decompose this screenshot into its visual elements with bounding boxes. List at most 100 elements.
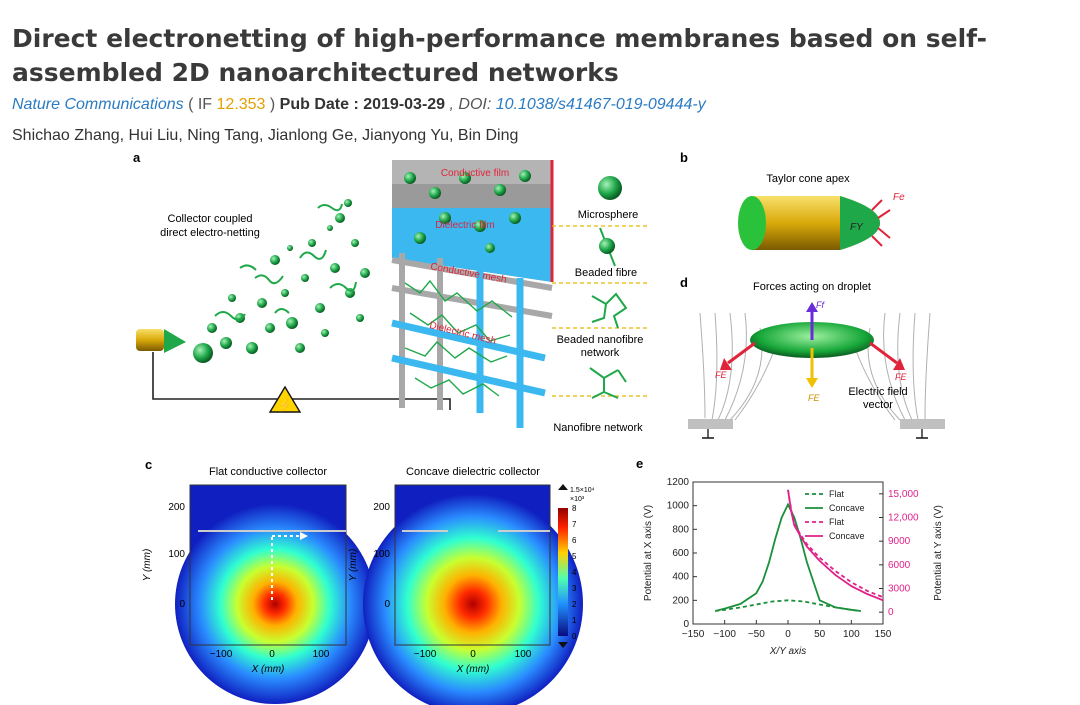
nozzle-icon [136,329,186,353]
fy-label-b: FY [850,222,864,233]
x-tick-label: 100 [843,629,860,640]
legend-beaded-fibre: Beaded fibre [575,267,637,279]
heatmap-left-title: Flat conductive collector [209,466,327,478]
y-left-tick-label: 600 [672,548,689,559]
spray-particles [193,199,370,363]
layer-conductive-film: Conductive film [441,168,509,179]
beaded-fibre-icon [599,227,616,267]
fe-left-label: FE [715,370,727,380]
ff-label: Ff [816,300,825,310]
hm-r-ytick-200: 200 [373,502,390,513]
legend-entry-0: Flat [829,489,845,499]
chart-e-ylabel-right: Potential at Y axis (V) [933,505,944,601]
field-label-2: vector [863,399,893,411]
journal-link[interactable]: Nature Communications [12,96,184,113]
y-left-tick-label: 800 [672,524,689,535]
electrode-right [900,419,945,429]
hm-r-ytick-0: 0 [384,599,390,610]
hm-r-xtick-m100: −100 [414,649,437,660]
cbar-tick-7: 7 [572,520,577,529]
legend-connectors [552,225,650,397]
fe-right-arrow [869,341,898,365]
cbar-tick-6: 6 [572,536,577,545]
colorbar [558,508,568,636]
hm-l-ytick-200: 200 [168,502,185,513]
heatmap-right-xlabel: X (mm) [456,664,490,675]
x-tick-label: −100 [713,629,736,640]
if-close: ) [265,96,280,113]
layer-dielectric-film: Dielectric film [435,220,494,231]
hm-l-xtick-100: 100 [313,649,330,660]
circuit-wire [152,352,451,410]
cbar-tick-0: 0 [572,632,577,641]
legend-entry-3: Concave [829,531,865,541]
colorbar-top-arrow [558,484,568,490]
colorbar-bottom-arrow [558,642,568,648]
x-tick-label: 50 [814,629,826,640]
fe-left-arrow [727,341,756,365]
y-left-tick-label: 1000 [667,501,690,512]
field-label-1: Electric field [848,386,907,398]
svg-text:⚡: ⚡ [278,398,293,412]
y-left-tick-label: 400 [672,572,689,583]
paper-title: Direct electronetting of high-performanc… [12,24,987,87]
y-right-tick-label: 0 [888,607,894,618]
hm-l-xtick-0: 0 [269,649,275,660]
legend-nanofibre-network: Nanofibre network [553,422,643,434]
nanofibre-network-icon [589,367,627,399]
x-tick-label: −50 [748,629,765,640]
cbar-tick-1: 1 [572,616,577,625]
y-left-tick-label: 1200 [667,477,690,488]
y-right-tick-label: 15,000 [888,489,919,500]
collector-label-2: direct electro-netting [160,227,260,239]
taylor-cone-icon [738,196,891,250]
y-left-tick-label: 0 [683,619,689,630]
cbar-tick-5: 5 [572,552,577,561]
legend-beaded-network-2: network [581,347,620,359]
fe-right-label: FE [895,372,907,382]
x-tick-label: 0 [785,629,791,640]
forces-label: Forces acting on droplet [753,281,871,293]
high-voltage-icon: ⚡ [268,385,302,413]
panel-c-letter: c [145,457,152,472]
cbar-tick-4: 4 [572,568,577,577]
panel-b-letter: b [680,150,688,165]
chart-e-ylabel-left: Potential at X axis (V) [643,505,654,601]
hm-r-ytick-100: 100 [373,549,390,560]
series-line-2-flat-right [787,489,884,599]
cbar-tick-8: 8 [572,504,577,513]
y-right-tick-label: 3000 [888,584,911,595]
cbar-tick-2: 2 [572,600,577,609]
hm-l-ytick-0: 0 [179,599,185,610]
colorbar-ticks: 8 7 6 5 4 3 2 1 0 [572,504,577,641]
panel-a-letter: a [133,150,141,165]
taylor-cone-label: Taylor cone apex [766,173,850,185]
heatmap-right-title: Concave dielectric collector [406,466,540,478]
electrode-left [688,419,733,429]
chart-e-xlabel: X/Y axis [769,646,807,657]
doi-label: , DOI: [445,96,496,113]
legend-microsphere: Microsphere [578,209,639,221]
cbar-tick-3: 3 [572,584,577,593]
hm-r-xtick-0: 0 [470,649,476,660]
y-right-tick-label: 9000 [888,536,911,547]
legend-entry-2: Flat [829,517,845,527]
doi-link[interactable]: 10.1038/s41467-019-09444-y [495,96,706,113]
panel-d-letter: d [680,275,688,290]
collector-stack [391,160,554,428]
heatmap-left-xlabel: X (mm) [251,664,285,675]
heatmap-left [175,484,375,704]
microsphere-icon [598,176,622,200]
field-lines [699,312,931,421]
pub-date: Pub Date : 2019-03-29 [279,96,446,113]
authors: Shichao Zhang, Hui Liu, Ning Tang, Jianl… [12,127,519,144]
figure: a Collector coupled direct electro-netti… [133,150,945,705]
hm-r-xtick-100: 100 [515,649,532,660]
heatmap-right-ylabel: Y (mm) [348,549,359,582]
series-line-3-concave-right [787,489,884,602]
legend-beaded-network-1: Beaded nanofibre [557,334,644,346]
x-tick-label: −150 [682,629,705,640]
fe-label-b: Fe [893,192,905,203]
if-open: ( IF [183,96,217,113]
series-line-1-concave-left [714,502,861,612]
